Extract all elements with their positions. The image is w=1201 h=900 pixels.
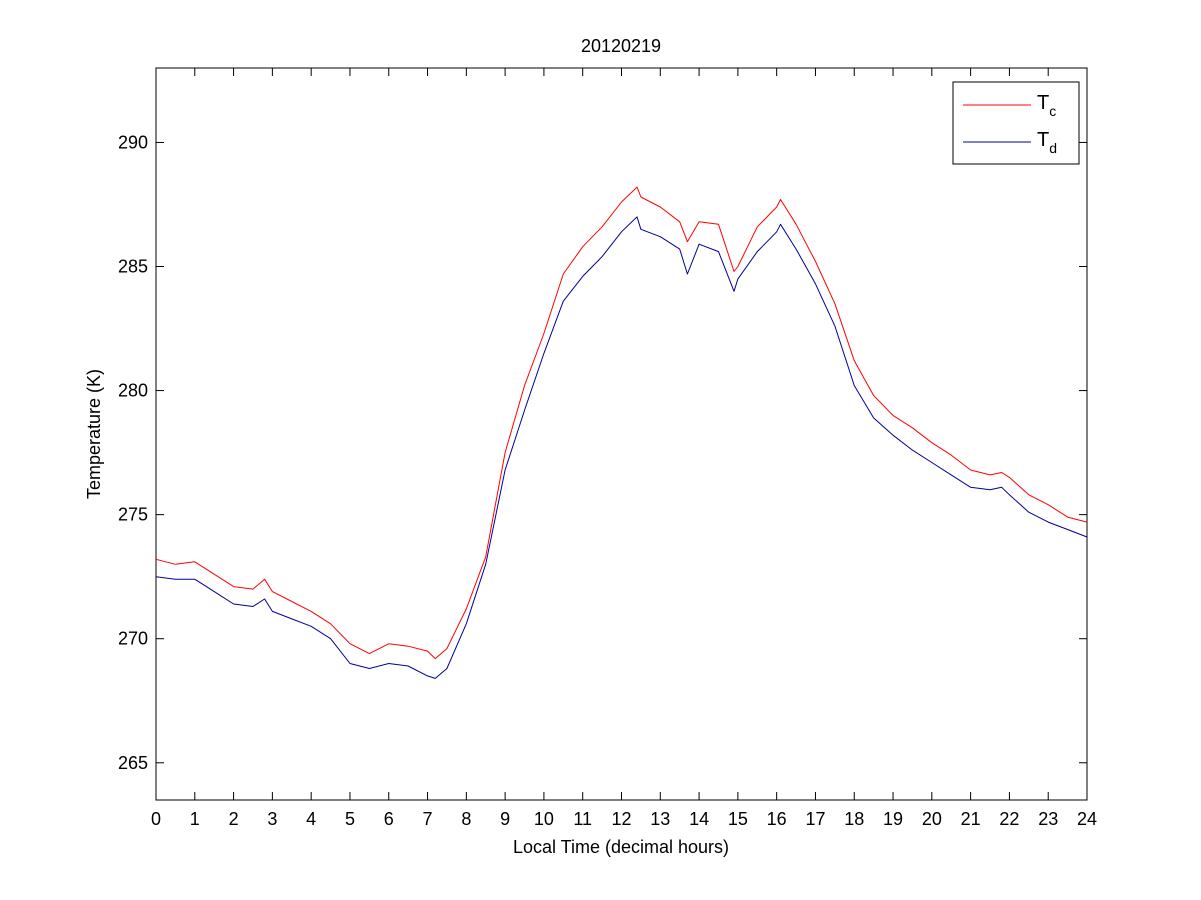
x-tick-label: 12 [611, 809, 631, 829]
x-tick-label: 6 [384, 809, 394, 829]
legend-label-tc-subscript: c [1049, 103, 1056, 119]
x-tick-label: 5 [345, 809, 355, 829]
x-tick-label: 18 [844, 809, 864, 829]
y-axis-ticks: 265 270 275 280 285 290 [118, 132, 1087, 773]
y-tick-label: 275 [118, 505, 148, 525]
x-tick-label: 3 [267, 809, 277, 829]
x-tick-label: 21 [961, 809, 981, 829]
legend-label-td-subscript: d [1049, 140, 1057, 156]
x-tick-label: 8 [461, 809, 471, 829]
y-tick-label: 265 [118, 753, 148, 773]
x-axis-label: Local Time (decimal hours) [513, 837, 729, 857]
x-tick-label: 10 [534, 809, 554, 829]
x-tick-label: 0 [151, 809, 161, 829]
x-tick-label: 2 [229, 809, 239, 829]
x-axis-ticks: 0 1 2 3 4 5 6 7 8 9 10 11 12 13 14 15 16 17 18 19 20 21 22 23 24 [151, 68, 1097, 829]
legend-label-tc: Tc [1037, 92, 1056, 119]
x-tick-label: 9 [500, 809, 510, 829]
x-tick-label: 20 [922, 809, 942, 829]
x-tick-label: 14 [689, 809, 709, 829]
x-tick-label: 23 [1038, 809, 1058, 829]
legend-label-tc-name: T [1037, 92, 1049, 114]
x-tick-label: 15 [728, 809, 748, 829]
y-tick-label: 280 [118, 381, 148, 401]
series-lines [155, 186, 1088, 679]
x-tick-label: 13 [650, 809, 670, 829]
legend-label-td: Td [1037, 129, 1057, 156]
x-tick-label: 16 [767, 809, 787, 829]
x-tick-label: 7 [423, 809, 433, 829]
x-tick-label: 24 [1077, 809, 1097, 829]
series-line-c [155, 186, 1088, 660]
legend-box [952, 81, 1080, 165]
plot-area [155, 67, 1088, 801]
y-axis-label: Temperature (K) [84, 369, 104, 499]
y-tick-label: 285 [118, 257, 148, 277]
y-tick-label: 290 [118, 132, 148, 152]
legend-label-td-name: T [1037, 129, 1049, 151]
x-tick-label: 1 [190, 809, 200, 829]
legend: Tc Td [952, 81, 1080, 165]
y-tick-label: 270 [118, 629, 148, 649]
x-tick-label: 22 [999, 809, 1019, 829]
x-tick-label: 19 [883, 809, 903, 829]
x-tick-label: 11 [573, 809, 592, 829]
x-tick-label: 17 [805, 809, 825, 829]
x-tick-label: 4 [306, 809, 316, 829]
series-line-d [155, 216, 1088, 679]
chart-title: 20120219 [581, 36, 661, 56]
